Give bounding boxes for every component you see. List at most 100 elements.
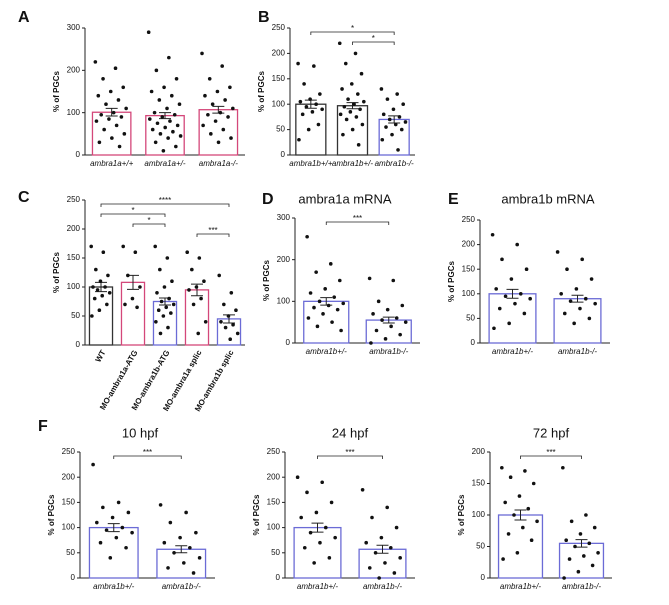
data-point [312,64,316,68]
data-point [515,551,520,555]
data-point [333,535,337,540]
data-point [374,328,379,333]
data-point [596,551,600,555]
data-point [194,530,198,535]
data-point [222,302,226,307]
data-point [159,299,164,304]
data-point [397,115,402,119]
y-tick-label: 200 [67,65,81,74]
data-point [401,102,405,106]
data-point [384,125,388,129]
data-point [90,314,94,318]
data-point [104,102,108,106]
data-point [185,250,190,254]
data-point [323,287,327,291]
error-bar [107,523,120,533]
data-point [526,506,531,511]
data-point [155,121,160,126]
data-point [515,242,519,247]
data-point [373,551,378,555]
significance-label: *** [546,448,555,457]
bar [365,319,412,344]
data-point [531,481,536,486]
error-bar [311,522,324,533]
significance-bracket [100,213,166,217]
bar [497,514,544,579]
data-point [508,475,513,480]
y-tick-label: 150 [462,264,476,273]
data-point [299,515,303,520]
panel-letter: F [38,418,48,435]
bar [184,289,210,346]
data-point [166,566,170,570]
data-point [196,331,201,336]
data-point [379,87,384,91]
data-point [104,528,109,532]
data-point [503,294,508,299]
data-point [114,123,119,128]
data-point [583,296,588,301]
y-tick-label: 300 [67,23,81,32]
data-point [166,136,170,140]
data-point [202,279,206,284]
y-tick-label: 100 [472,510,486,519]
data-point [343,61,348,66]
data-point [96,93,101,98]
data-point [392,571,397,575]
data-point [155,291,159,295]
data-point [234,308,238,313]
data-point [94,267,98,272]
data-point [512,513,516,517]
data-point [320,480,324,485]
data-point [362,99,366,104]
data-point [501,557,505,561]
y-tick-label: 0 [471,338,476,347]
data-point [304,104,309,109]
y-tick-label: 100 [67,282,81,291]
data-point [178,134,183,138]
data-point [332,295,337,299]
data-point [380,137,385,142]
y-tick-label: 250 [272,23,286,32]
significance-label: * [372,34,375,43]
data-point [582,554,586,558]
data-point [387,117,392,122]
panel-letter: D [262,191,274,208]
data-point [312,561,316,565]
data-point [97,140,102,145]
data-point [168,520,173,525]
data-point [394,316,399,320]
data-point [306,316,311,320]
significance-label: *** [208,226,217,235]
data-point [124,545,128,550]
data-point [107,117,111,121]
data-point [95,288,100,292]
data-point [385,307,390,312]
data-point [147,117,152,121]
data-point [295,475,300,480]
data-point [380,318,384,322]
data-point [399,127,404,132]
bar [553,298,602,344]
y-tick-label: 100 [62,523,76,532]
data-point [317,299,322,304]
data-point [101,250,106,254]
data-point [217,273,222,278]
data-point [314,270,318,274]
data-point [403,120,408,124]
data-point [394,525,399,530]
significance-bracket [325,221,390,225]
data-point [130,530,134,535]
data-point [348,110,353,114]
bar [558,542,605,579]
data-point [228,337,233,342]
data-point [528,296,532,301]
data-point [108,89,113,94]
data-point [535,519,539,524]
data-point [513,301,517,306]
significance-bracket [100,203,230,207]
x-tick-label: ambra1b-/- [369,347,408,356]
data-point [210,102,215,106]
data-point [298,99,303,104]
y-tick-label: 0 [286,338,291,347]
